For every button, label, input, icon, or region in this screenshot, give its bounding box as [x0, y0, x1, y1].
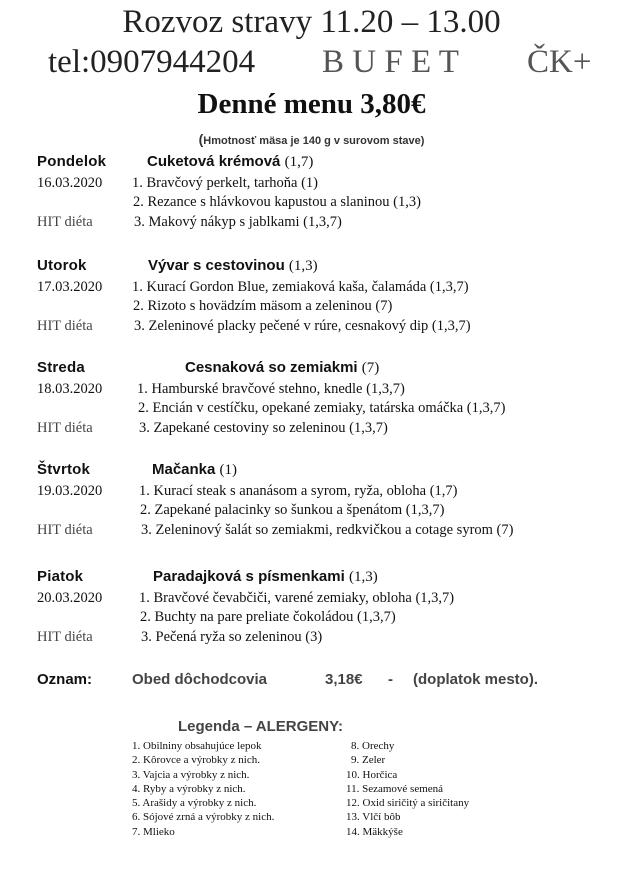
allergen-item: 6. Sójové zrná a výrobky z nich.: [132, 811, 275, 824]
menu-item: 3. Pečená ryža so zeleninou (3): [141, 629, 323, 645]
legend-left: 1. Obilniny obsahujúce lepok 2. Kôrovce a…: [132, 739, 274, 839]
menu-item: 2. Rezance s hlávkovou kapustou a slanin…: [133, 194, 421, 210]
menu-item: 2. Rizoto s hovädzím mäsom a zeleninou (…: [133, 298, 393, 314]
menu-item: 3. Zapekané cestoviny so zeleninou (1,3,…: [139, 420, 388, 436]
soup: Paradajková s písmenkami (1,3): [153, 568, 378, 586]
menu-item: 2. Zapekané palacinky so šunkou a špenát…: [140, 502, 445, 518]
brand-suffix: ČK+: [527, 44, 592, 80]
soup-name: Mačanka: [152, 461, 216, 478]
soup-name: Vývar s cestovinou: [148, 257, 285, 274]
soup: Cesnaková so zemiakmi (7): [185, 359, 379, 377]
allergen-item: 3. Vajcia a výrobky z nich.: [132, 768, 250, 781]
menu-item: 3. Makový nákyp s jablkami (1,3,7): [134, 214, 342, 230]
menu-item: 3. Zeleninové placky pečené v rúre, cesn…: [134, 318, 471, 334]
brand: B U F E T: [322, 44, 459, 80]
day-name: Pondelok: [37, 153, 107, 170]
menu-title: Denné menu 3,80€: [197, 88, 426, 120]
day-name: Streda: [37, 359, 85, 376]
soup: Vývar s cestovinou (1,3): [148, 257, 318, 275]
hit-diet-label: HIT diéta: [37, 214, 93, 230]
notice-label: Oznam:: [37, 671, 92, 688]
date: 16.03.2020: [37, 175, 103, 191]
allergen-item: 14. Mäkkýše: [346, 825, 403, 838]
delivery-hours: Rozvoz stravy 11.20 – 13.00: [122, 4, 501, 40]
day-name: Utorok: [37, 257, 87, 274]
menu-item: 1. Kurací steak s ananásom a syrom, ryža…: [139, 483, 458, 499]
hit-diet-label: HIT diéta: [37, 318, 93, 334]
hit-diet-label: HIT diéta: [37, 522, 93, 538]
allergen-item: 13. Vlčí bôb: [346, 811, 401, 824]
allergen-item: 5. Arašidy a výrobky z nich.: [132, 797, 257, 810]
paren: (: [198, 131, 204, 147]
day-name: Štvrtok: [37, 461, 91, 478]
allergen-item: 9. Zeler: [351, 754, 386, 767]
allergen-item: 1. Obilniny obsahujúce lepok: [132, 740, 262, 752]
soup-allergens: (7): [361, 360, 380, 376]
meat-weight-note: (Hmotnosť mäsa je 140 g v surovom stave): [0, 131, 623, 147]
phone: tel:0907944204: [48, 44, 256, 80]
menu-item: 1. Bravčový perkelt, tarhoňa (1): [132, 175, 319, 191]
allergen-item: 11. Sezamové semená: [346, 782, 444, 795]
soup-name: Cuketová krémová: [147, 153, 281, 170]
menu-item: 2. Buchty na pare preliate čokoládou (1,…: [140, 609, 396, 625]
soup-name: Cesnaková so zemiakmi: [185, 359, 358, 376]
allergen-item: 4. Ryby a výrobky z nich.: [132, 782, 246, 795]
date: 18.03.2020: [37, 381, 103, 397]
notice-label-text: Oznam: [37, 671, 88, 688]
hit-diet-label: HIT diéta: [37, 420, 93, 436]
soup-allergens: (1): [219, 462, 238, 478]
menu-item: 1. Kurací Gordon Blue, zemiaková kaša, č…: [132, 279, 469, 295]
hit-diet-label: HIT diéta: [37, 629, 93, 645]
soup-allergens: (1,7): [284, 154, 314, 170]
legend-title: Legenda – ALERGENY:: [178, 718, 344, 735]
soup-allergens: (1,3): [348, 569, 378, 585]
allergen-item: 8. Orechy: [351, 740, 395, 752]
notice-price: 3,18€: [325, 671, 363, 688]
soup-name: Paradajková s písmenkami: [153, 568, 345, 585]
menu-item: 3. Zeleninový šalát so zemiakmi, redkvič…: [141, 522, 514, 538]
notice-text: Obed dôchodcovia: [132, 671, 268, 688]
notice-colon: :: [87, 671, 93, 688]
allergen-item: 2. Kôrovce a výrobky z nich.: [132, 754, 260, 767]
allergen-item: 7. Mlieko: [132, 825, 175, 838]
date: 17.03.2020: [37, 279, 103, 295]
soup: Mačanka (1): [152, 461, 237, 479]
soup-allergens: (1,3): [288, 258, 318, 274]
menu-item: 2. Encián v cestíčku, opekané zemiaky, t…: [138, 400, 506, 416]
notice-extra: (doplatok mesto).: [413, 671, 539, 688]
note-text: Hmotnosť mäsa je 140 g v surovom stave): [203, 135, 425, 147]
allergen-item: 12. Oxid siričitý a siričitany: [346, 797, 470, 810]
notice-dash: -: [388, 671, 393, 688]
date: 19.03.2020: [37, 483, 103, 499]
day-name: Piatok: [37, 568, 84, 585]
legend-right: 8. Orechy 9. Zeler 10. Horčica 11. Sezamové…: [346, 739, 469, 839]
date: 20.03.2020: [37, 590, 103, 606]
allergen-item: 10. Horčica: [346, 768, 398, 781]
menu-item: 1. Bravčové čevabčiči, varené zemiaky, o…: [139, 590, 455, 606]
menu-item: 1. Hamburské bravčové stehno, knedle (1,…: [137, 381, 405, 397]
soup: Cuketová krémová (1,7): [147, 153, 313, 171]
